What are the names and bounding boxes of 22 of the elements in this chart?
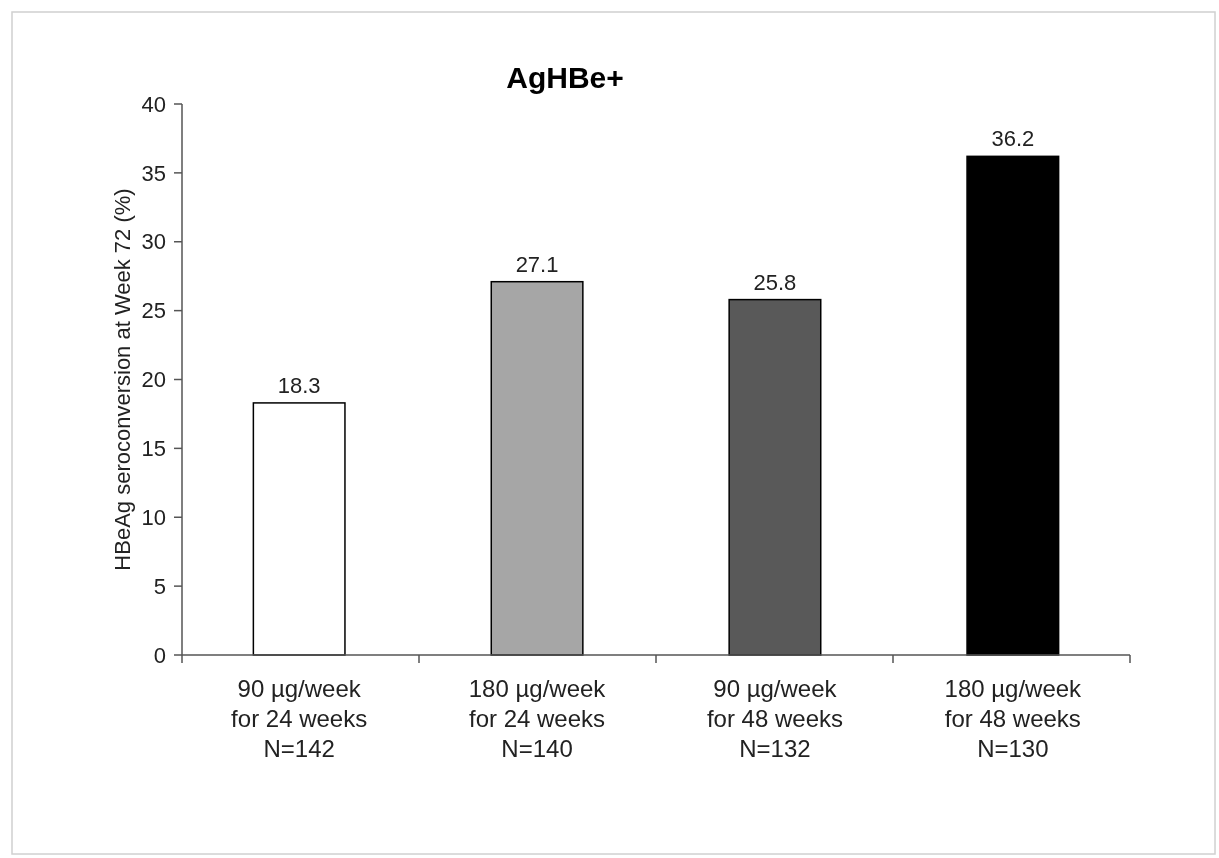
x-tick-label: 180 µg/week for 24 weeks N=140 [468, 675, 607, 762]
bar [252, 402, 346, 656]
y-tick-label: 40 [141, 91, 166, 117]
y-tick-label: 15 [141, 436, 166, 462]
chart-title: AgHBe+ [506, 61, 624, 94]
y-tick-label: 5 [153, 573, 166, 599]
data-label: 25.8 [753, 269, 797, 295]
y-tick-label: 35 [141, 160, 166, 186]
x-tick-label: 90 µg/week for 48 weeks N=132 [706, 675, 843, 762]
data-label: 18.3 [277, 372, 321, 398]
x-tick-label: 90 µg/week for 24 weeks N=142 [231, 675, 368, 762]
y-tick-label: 0 [153, 642, 166, 668]
x-tick-label: 180 µg/week for 48 weeks N=130 [944, 675, 1083, 762]
bar [490, 280, 584, 656]
y-tick-label: 25 [141, 298, 166, 324]
y-tick-label: 20 [141, 367, 166, 393]
y-tick-label: 10 [141, 504, 166, 530]
bar [966, 155, 1060, 656]
y-tick-label: 30 [141, 229, 166, 255]
data-label: 27.1 [515, 251, 559, 277]
data-label: 36.2 [991, 126, 1035, 152]
y-axis-title: HBeAg seroconversion at Week 72 (%) [110, 188, 135, 571]
